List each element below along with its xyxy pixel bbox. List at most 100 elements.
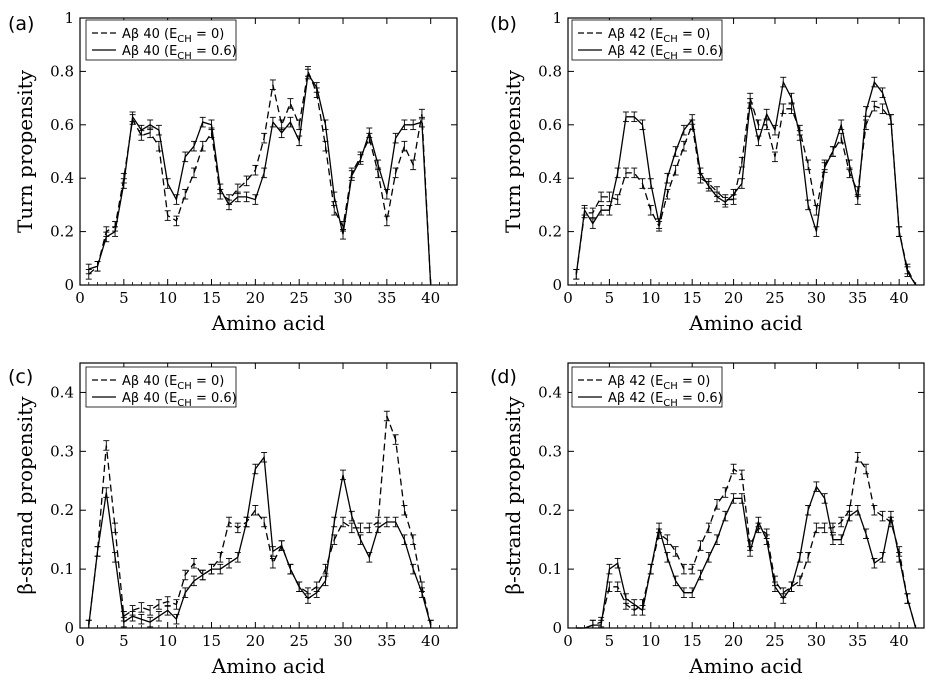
- legend-name: Aβ 40 (E: [122, 391, 177, 406]
- plot-frame: [567, 362, 925, 629]
- y-tick-label: 1: [552, 9, 562, 27]
- plot-frame: [79, 362, 458, 629]
- y-tick-label: 0.6: [538, 116, 562, 134]
- legend: Aβ 40 (ECH = 0)Aβ 40 (ECH = 0.6): [85, 366, 237, 409]
- series-solid: [576, 481, 917, 629]
- series-solid: [85, 68, 432, 286]
- x-tick-label: 0: [563, 289, 573, 307]
- x-axis-label: Amino acid: [211, 311, 326, 335]
- x-tick-label: 15: [683, 289, 702, 307]
- panel-a: 0 5 10 15 20 25 30 35 40 0 0.2 0.4 0.6 0.8 1 Amino acid…: [8, 9, 458, 335]
- x-axis-label: Amino acid: [211, 654, 326, 678]
- legend-suffix: = 0.6): [192, 44, 237, 59]
- x-tick-label: 35: [377, 289, 396, 307]
- x-tick-label: 25: [765, 632, 784, 650]
- panel-d: 0 5 10 15 20 25 30 35 40 0 0.1 0.2 0.3 0.4 Amino acid β…: [490, 362, 925, 678]
- x-tick-label: 40: [421, 632, 440, 650]
- panel-tag: (b): [490, 13, 517, 35]
- legend-suffix: = 0.6): [678, 391, 723, 406]
- x-tick-label: 5: [119, 632, 129, 650]
- legend: Aβ 42 (ECH = 0)Aβ 42 (ECH = 0.6): [571, 19, 723, 62]
- panel-tag: (a): [8, 13, 34, 35]
- series-dashed: [576, 452, 917, 629]
- legend-box: [571, 19, 723, 61]
- legend-entry: Aβ 42 (ECH = 0): [608, 27, 710, 45]
- legend: Aβ 42 (ECH = 0)Aβ 42 (ECH = 0.6): [571, 366, 723, 409]
- y-tick-label: 0.8: [50, 62, 74, 80]
- x-tick-label: 30: [333, 289, 352, 307]
- y-axis-label: β-strand propensity: [13, 396, 37, 595]
- x-tick-label: 15: [202, 632, 221, 650]
- x-tick-label: 30: [333, 632, 352, 650]
- x-tick-label: 5: [119, 289, 129, 307]
- y-axis-label: β-strand propensity: [501, 396, 525, 595]
- panel-c: 0 5 10 15 20 25 30 35 40 0 0.1 0.2 0.3 0.4 Amino acid β…: [8, 362, 458, 678]
- legend-box: [85, 19, 237, 61]
- x-tick-label: 35: [377, 632, 396, 650]
- y-tick-label: 0.4: [50, 169, 74, 187]
- y-tick-label: 0.3: [538, 442, 562, 460]
- series-solid: [85, 452, 434, 629]
- x-tick-label: 10: [641, 632, 660, 650]
- legend-entry: Aβ 42 (ECH = 0.6): [608, 44, 723, 62]
- legend-subscript: CH: [177, 398, 192, 409]
- y-tick-label: 0.2: [538, 223, 562, 241]
- legend-suffix: = 0.6): [678, 44, 723, 59]
- x-tick-label: 15: [683, 632, 702, 650]
- x-tick-label: 40: [421, 289, 440, 307]
- x-tick-label: 0: [75, 289, 85, 307]
- legend-name: Aβ 40 (E: [122, 374, 177, 389]
- x-tick-label: 10: [158, 632, 177, 650]
- y-tick-label: 0: [64, 276, 74, 294]
- legend-entry: Aβ 40 (ECH = 0.6): [122, 44, 237, 62]
- legend-name: Aβ 42 (E: [608, 374, 663, 389]
- plot-frame: [79, 17, 458, 286]
- x-tick-label: 25: [290, 289, 309, 307]
- y-tick-label: 0.2: [50, 501, 74, 519]
- legend-entry: Aβ 40 (ECH = 0): [122, 374, 224, 392]
- legend-suffix: = 0): [678, 374, 711, 389]
- panel-tag: (d): [490, 366, 517, 388]
- legend: Aβ 40 (ECH = 0)Aβ 40 (ECH = 0.6): [85, 19, 237, 62]
- legend-name: Aβ 40 (E: [122, 44, 177, 59]
- panel-tag: (c): [8, 366, 33, 388]
- x-tick-label: 20: [724, 289, 743, 307]
- y-tick-label: 0.4: [50, 383, 74, 401]
- legend-suffix: = 0): [678, 27, 711, 42]
- x-tick-label: 0: [563, 632, 573, 650]
- series-dashed: [85, 410, 434, 629]
- legend-subscript: CH: [663, 34, 678, 45]
- x-tick-label: 40: [890, 289, 909, 307]
- legend-subscript: CH: [177, 34, 192, 45]
- y-tick-label: 0.6: [50, 116, 74, 134]
- legend-entry: Aβ 42 (ECH = 0.6): [608, 391, 723, 409]
- legend-subscript: CH: [177, 51, 192, 62]
- legend-entry: Aβ 40 (ECH = 0.6): [122, 391, 237, 409]
- x-tick-label: 15: [202, 289, 221, 307]
- legend-suffix: = 0): [192, 374, 225, 389]
- x-tick-label: 30: [807, 632, 826, 650]
- x-tick-label: 25: [290, 632, 309, 650]
- x-tick-label: 25: [765, 289, 784, 307]
- legend-subscript: CH: [177, 381, 192, 392]
- x-tick-label: 20: [246, 289, 265, 307]
- y-tick-label: 0.4: [538, 383, 562, 401]
- x-tick-label: 40: [890, 632, 909, 650]
- series-line: [88, 415, 432, 626]
- y-tick-label: 0: [64, 619, 74, 637]
- y-tick-label: 0.2: [50, 223, 74, 241]
- series-line: [576, 485, 917, 629]
- legend-name: Aβ 42 (E: [608, 27, 663, 42]
- x-tick-label: 0: [75, 632, 85, 650]
- legend-entry: Aβ 40 (ECH = 0): [122, 27, 224, 45]
- x-tick-label: 5: [605, 632, 615, 650]
- x-tick-label: 10: [641, 289, 660, 307]
- legend-name: Aβ 42 (E: [608, 391, 663, 406]
- y-tick-label: 0: [552, 619, 562, 637]
- x-tick-label: 20: [246, 632, 265, 650]
- series-line: [88, 69, 432, 286]
- series-line: [575, 80, 917, 286]
- x-tick-label: 30: [807, 289, 826, 307]
- legend-name: Aβ 40 (E: [122, 27, 177, 42]
